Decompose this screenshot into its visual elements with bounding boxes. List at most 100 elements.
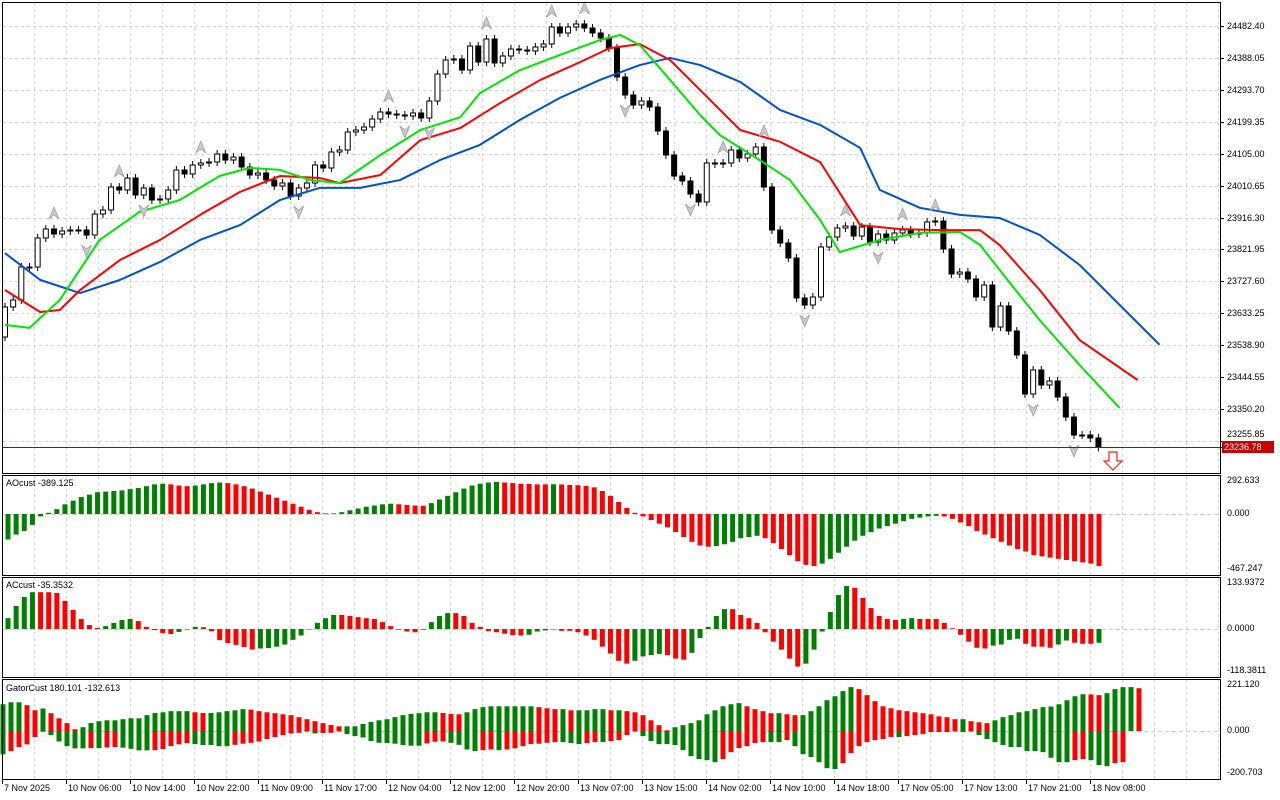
candle-body-bear — [1095, 437, 1102, 448]
candle — [638, 97, 645, 110]
ao-histogram-bar — [241, 486, 247, 514]
ao-histogram-bar — [1006, 514, 1012, 546]
gator-upper-histogram-bar — [376, 720, 382, 731]
gator-lower-histogram-bar — [16, 731, 22, 748]
candle — [793, 253, 800, 303]
ao-panel-frame — [2, 475, 1221, 576]
time-axis-label: 17 Nov 05:00 — [900, 783, 954, 793]
gator-lower-histogram-bar — [680, 731, 686, 751]
gator-upper-histogram-bar — [936, 716, 942, 731]
gator-lower-histogram-bar — [1088, 731, 1094, 761]
gator-upper-histogram-bar — [984, 723, 990, 731]
ao-histogram-bar — [70, 500, 76, 514]
gator-lower-histogram-bar — [728, 731, 734, 753]
gator-lower-histogram-bar — [80, 731, 86, 749]
candle-body-bear — [793, 257, 800, 299]
candle — [785, 238, 792, 262]
candle-body-bull — [467, 45, 474, 71]
candle-body-bear — [964, 271, 971, 280]
gator-upper-histogram-bar — [120, 719, 126, 731]
ac-histogram-bar — [477, 626, 483, 629]
ao-histogram-bar — [835, 514, 841, 553]
gator-upper-histogram-bar — [664, 730, 670, 731]
ao-histogram-bar — [640, 514, 646, 517]
gator-upper-histogram-bar — [712, 710, 718, 731]
ao-histogram-bar — [510, 483, 516, 514]
ao-histogram-bar — [1088, 514, 1094, 564]
ac-histogram-bar — [502, 629, 508, 634]
ao-histogram-bar — [917, 514, 923, 518]
gator-lower-histogram-bar — [608, 731, 614, 742]
candle-body-bull — [410, 112, 416, 117]
gator-lower-histogram-bar — [720, 731, 726, 760]
gator-upper-histogram-bar — [992, 720, 998, 731]
gator-lower-histogram-bar — [1016, 731, 1022, 748]
gator-upper-histogram-bar — [352, 726, 358, 731]
ac-histogram-bar — [616, 629, 622, 661]
gator-upper-histogram-bar — [840, 691, 846, 731]
ao-axis-bottom: -467.247 — [1227, 563, 1263, 573]
ac-panel-frame — [2, 577, 1221, 678]
gator-lower-histogram-bar — [760, 731, 766, 743]
time-axis-label: 12 Nov 12:00 — [452, 783, 506, 793]
fractal-down-icon — [81, 244, 92, 259]
gator-lower-histogram-bar — [632, 731, 638, 732]
gator-upper-histogram-bar — [88, 722, 94, 731]
ao-histogram-bar — [347, 510, 353, 514]
gator-upper-histogram-bar — [288, 715, 294, 731]
gator-lower-histogram-bar — [472, 731, 478, 752]
ao-histogram-bar — [135, 487, 141, 514]
gator-lower-histogram-bar — [1024, 731, 1030, 752]
candle-body-bull — [532, 46, 539, 52]
ac-histogram-bar — [958, 629, 964, 635]
ao-histogram-bar — [648, 514, 654, 521]
ao-histogram-bar — [616, 501, 622, 514]
candle-body-bull — [499, 55, 506, 64]
candle-body-bull — [818, 246, 824, 298]
candle — [1079, 431, 1086, 440]
ao-histogram-bar — [998, 514, 1004, 542]
ao-histogram-bar — [713, 514, 719, 547]
candle — [1022, 351, 1028, 399]
ac-histogram-bar — [835, 595, 841, 629]
candle — [393, 110, 400, 119]
candle-body-bear — [630, 94, 637, 106]
ao-histogram-bar — [827, 514, 833, 559]
gator-upper-histogram-bar — [192, 712, 198, 731]
ao-histogram-bar — [95, 492, 101, 514]
gator-upper-histogram-bar — [1072, 696, 1078, 731]
gator-upper-histogram-bar — [216, 712, 222, 731]
candle-body-bear — [622, 76, 629, 96]
gator-lower-histogram-bar — [432, 731, 438, 742]
candle — [401, 110, 408, 121]
gator-lower-histogram-bar — [888, 731, 894, 738]
ao-histogram-bar — [876, 514, 882, 529]
candle — [1087, 431, 1094, 442]
candle-body-bear — [1054, 380, 1061, 398]
gator-lower-histogram-bar — [368, 731, 374, 742]
candle — [1095, 433, 1102, 452]
candle-body-bull — [344, 131, 351, 151]
ac-histogram-bar — [811, 629, 817, 650]
ac-histogram-bar — [998, 629, 1004, 645]
gator-lower-histogram-bar — [312, 731, 318, 734]
candle — [434, 69, 441, 106]
ao-histogram-bar — [437, 499, 443, 514]
candle — [981, 281, 988, 301]
ao-histogram-bar — [54, 509, 60, 514]
gator-upper-histogram-bar — [272, 713, 278, 731]
gator-upper-histogram-bar — [456, 714, 462, 731]
candle — [834, 224, 841, 242]
ac-histogram-bar — [1031, 629, 1037, 647]
gator-upper-histogram-bar — [80, 727, 86, 731]
candle-body-bear — [989, 284, 996, 328]
gator-lower-histogram-bar — [1080, 731, 1086, 760]
candle — [91, 210, 98, 240]
ao-histogram-bar — [168, 484, 174, 514]
candle — [442, 56, 449, 78]
candle-body-bull — [59, 230, 66, 235]
ao-histogram-bar — [681, 514, 687, 538]
ac-histogram-bar — [168, 629, 174, 635]
candle — [67, 226, 74, 235]
